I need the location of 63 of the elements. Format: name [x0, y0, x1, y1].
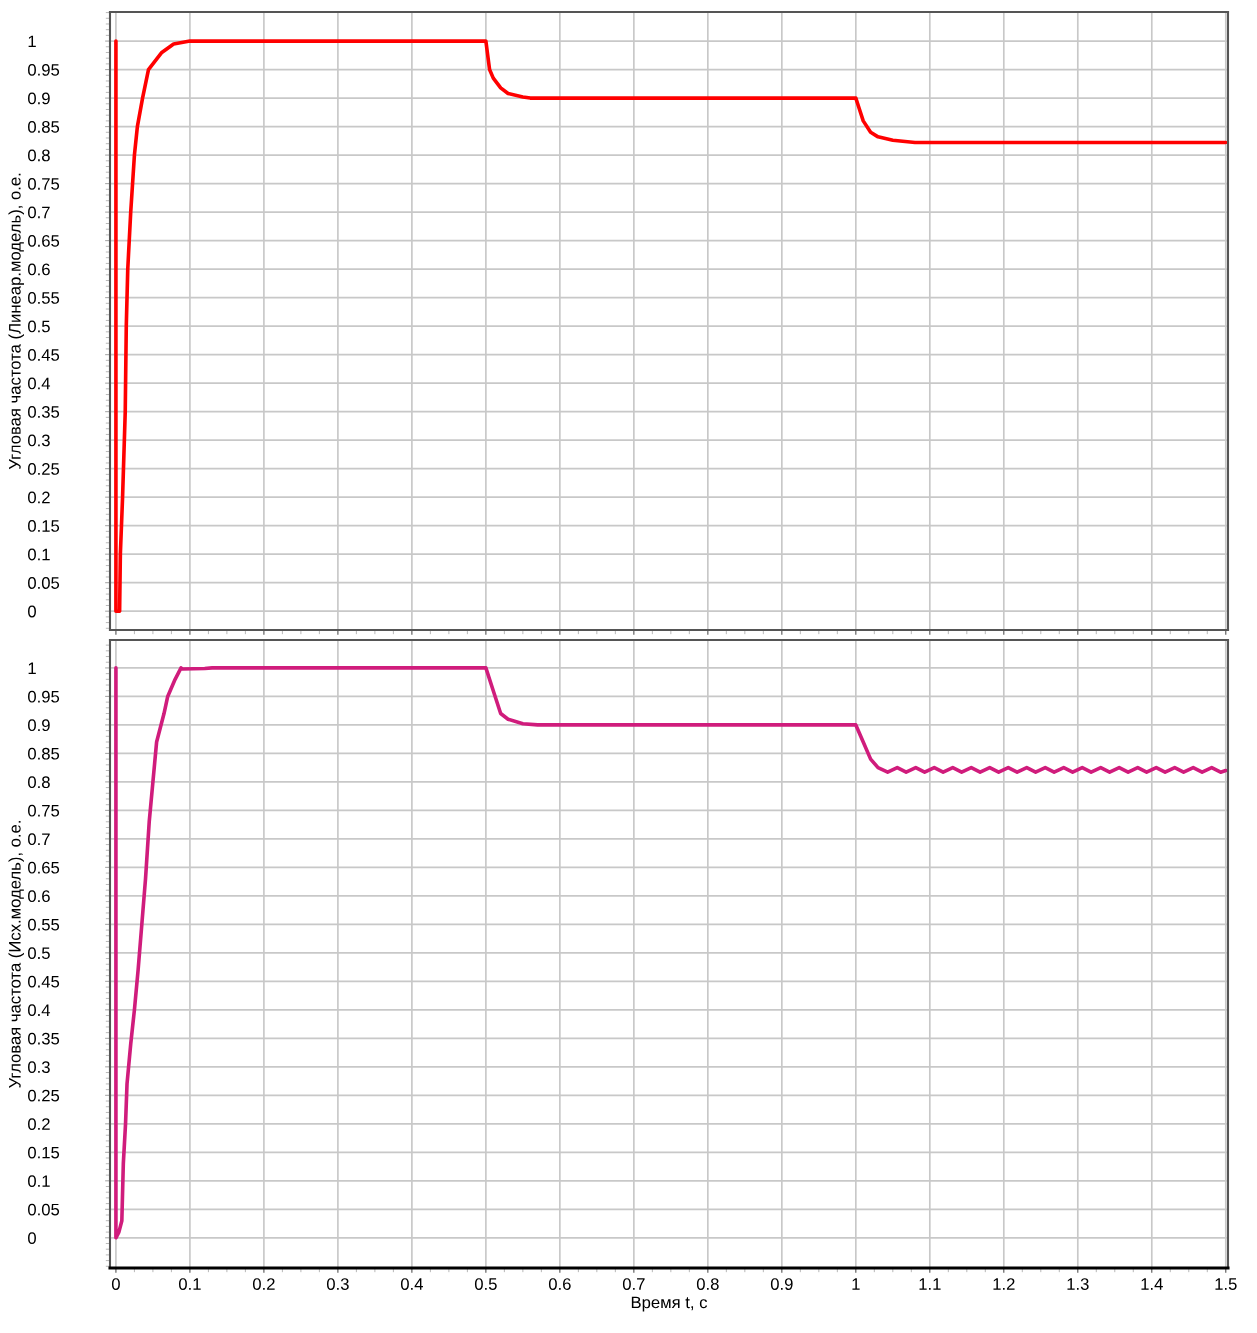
y-tick-label: 0.3	[28, 1061, 50, 1074]
y-tick-label: 0.4	[28, 377, 51, 390]
y-tick-label: 0.35	[28, 406, 60, 418]
y-tick-label: 0.2	[28, 491, 50, 504]
y-tick-label: 0.15	[28, 520, 60, 532]
y-tick-label: 0.85	[28, 747, 60, 760]
y-tick-label: 0.05	[28, 1203, 60, 1216]
x-tick-label: 0.4	[400, 1278, 423, 1290]
x-tick-label: 1.5	[1215, 1278, 1237, 1290]
x-tick-label: 0.5	[474, 1278, 497, 1290]
y-tick-label: 1	[28, 35, 36, 48]
x-tick-label: 0.7	[622, 1278, 645, 1290]
y-axis-title: Угловая частота (Исх.модель), о.е.	[8, 821, 24, 1088]
y-tick-label: 0.5	[28, 947, 50, 960]
y-tick-label: 0.55	[28, 918, 60, 931]
y-tick-label: 0.5	[28, 320, 50, 333]
y-tick-label: 0	[28, 1232, 36, 1244]
x-tick-label: 0.2	[252, 1278, 275, 1290]
y-tick-label: 0.55	[28, 292, 60, 304]
y-tick-label: 0.25	[28, 1089, 60, 1102]
y-tick-label: 0.6	[28, 263, 50, 276]
y-tick-label: 0.1	[28, 548, 50, 561]
x-axis-title: Время t, с	[631, 1296, 708, 1312]
y-tick-label: 0.9	[28, 92, 50, 105]
y-tick-label: 0.1	[28, 1175, 50, 1188]
x-tick-label: 1.2	[993, 1278, 1015, 1290]
x-tick-label: 0	[111, 1278, 120, 1290]
y-tick-label: 0.05	[28, 577, 60, 589]
y-tick-label: 0.6	[28, 890, 50, 903]
y-tick-label: 0	[28, 605, 36, 618]
y-tick-label: 0.2	[28, 1118, 50, 1131]
y-tick-label: 0.75	[28, 178, 60, 190]
y-tick-label: 0.45	[28, 349, 60, 361]
x-tick-label: 0.8	[696, 1278, 719, 1290]
x-tick-label: 1.1	[919, 1278, 941, 1290]
y-tick-label: 0.35	[28, 1032, 60, 1045]
y-tick-label: 0.85	[28, 120, 60, 133]
x-tick-label: 1.3	[1067, 1278, 1089, 1290]
line-series	[114, 39, 1228, 613]
y-tick-label: 0.65	[28, 861, 60, 874]
x-tick-label: 0.3	[326, 1278, 349, 1290]
y-tick-label: 0.95	[28, 63, 60, 76]
x-tick-label: 1	[852, 1278, 860, 1290]
y-tick-label: 0.25	[28, 463, 60, 475]
y-tick-label: 0.8	[28, 149, 50, 162]
y-tick-label: 0.9	[28, 719, 50, 732]
x-tick-label: 1.4	[1141, 1278, 1163, 1290]
y-axis-title: Угловая частота (Линеар.модель), о.е.	[8, 173, 24, 470]
y-tick-label: 0.7	[28, 206, 50, 219]
y-tick-label: 0.95	[28, 690, 60, 703]
y-tick-label: 0.45	[28, 975, 60, 988]
y-tick-label: 0.7	[28, 833, 50, 846]
y-tick-label: 0.8	[28, 776, 50, 789]
y-tick-label: 0.4	[28, 1004, 51, 1017]
line-series	[114, 666, 1228, 1240]
y-tick-label: 0.75	[28, 804, 60, 817]
y-tick-label: 1	[28, 662, 36, 674]
x-tick-label: 0.6	[548, 1278, 571, 1290]
x-tick-label: 0.9	[770, 1278, 793, 1290]
y-tick-label: 0.3	[28, 434, 50, 447]
y-tick-label: 0.15	[28, 1146, 60, 1159]
x-tick-label: 0.1	[178, 1278, 201, 1290]
y-tick-label: 0.65	[28, 235, 60, 247]
